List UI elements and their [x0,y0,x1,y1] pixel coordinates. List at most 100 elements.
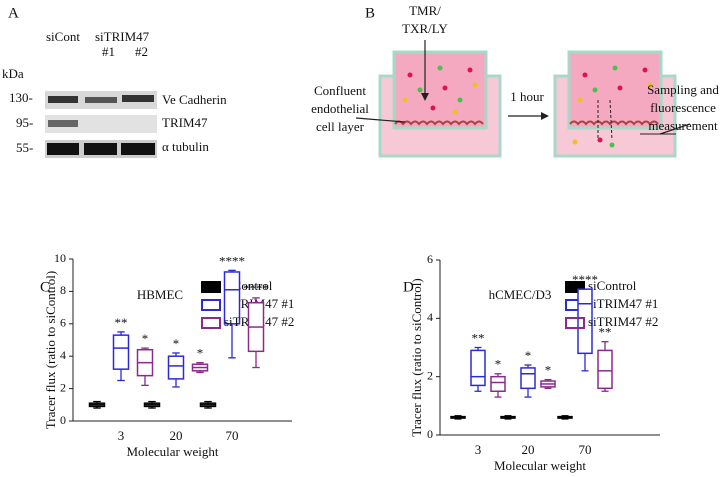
box [597,349,613,390]
x-tick-label: 20 [170,428,183,443]
layer-label: cell layer [316,119,365,134]
legend-label: siTRIM47 #2 [588,314,658,329]
significance: **** [572,272,598,287]
panel-letter: D [403,279,414,295]
lane-label: #2 [135,44,148,59]
lane-label: #1 [102,44,115,59]
panel-letter: C [40,279,50,295]
measure-label: Sampling and [647,82,719,97]
band-label: Ve Cadherin [162,92,227,107]
chart-title: HBMEC [137,287,183,302]
charts: C HBMEC Tracer flux (ratio to siControl) Mo… [40,251,660,473]
blot-strip [45,115,157,133]
layer-label: endothelial [311,101,369,116]
blot-band [47,143,79,155]
x-tick-label: 70 [226,428,239,443]
y-axis-label: Tracer flux (ratio to siControl) [409,278,424,436]
y-tick-label: 0 [427,427,433,441]
y-tick-label: 2 [60,380,66,394]
dots [417,65,463,103]
significance: **** [243,281,269,296]
legend-swatch [565,317,585,329]
tracer-label: TXR/LY [402,21,448,36]
legend-swatch [201,281,221,293]
arrowhead [541,112,549,120]
box [223,271,241,325]
arrow [609,99,613,141]
box [470,349,486,387]
band-label: α tubulin [162,139,209,154]
arrow [355,117,406,123]
significance: ** [472,330,485,345]
legend-swatch [201,299,221,311]
x-tick-label: 20 [522,442,535,457]
cell-layer [569,120,659,126]
arrowhead [421,93,429,101]
panel-letter: B [365,5,375,21]
kda-label: kDa [2,66,24,81]
significance: * [495,357,502,372]
layer-label: Confluent [314,83,366,98]
y-tick-label: 8 [60,283,66,297]
panel-a: A kDa siCont siTRIM47 #1 #2 130- 95- 55-… [2,5,227,158]
legend-label: siTRIM47 #1 [588,296,658,311]
y-tick-label: 6 [60,316,66,330]
legend-label: siControl [588,278,637,293]
dots [582,67,648,143]
marker-label: 95- [16,115,33,130]
band-label: TRIM47 [162,115,208,130]
x-tick-label: 70 [579,442,592,457]
insert [392,50,488,130]
y-tick-label: 4 [60,348,66,362]
panel-b: B TMR/ TXR/LY Confluent endothelial cell… [311,3,719,158]
lane-label: siTRIM47 [95,29,150,44]
measure-label: measurement [648,118,718,133]
marker-label: 130- [9,90,33,105]
blot-band [85,97,117,103]
significance: * [197,346,204,361]
y-tick-label: 4 [427,310,433,324]
dots [572,82,653,145]
y-tick-label: 6 [427,252,433,266]
dots [592,65,618,148]
blot-band [122,95,154,102]
significance: * [173,336,180,351]
significance: **** [219,253,245,268]
x-axis-label: Molecular weight [126,444,218,459]
cell-layer [394,120,484,126]
x-tick-label: 3 [475,442,482,457]
x-axis-label: Molecular weight [494,458,586,473]
dots [407,67,473,111]
lane-label: siCont [46,29,80,44]
legend-swatch [201,317,221,329]
box [112,334,130,370]
chart-title: hCMEC/D3 [489,287,552,302]
significance: * [525,348,532,363]
significance: ** [599,325,612,340]
y-tick-label: 2 [427,368,433,382]
significance: * [142,331,149,346]
box [167,355,185,380]
panel-letter: A [8,5,19,21]
dots [402,82,478,115]
box [490,375,506,392]
blot-band [48,96,78,103]
blot-band [121,143,155,155]
significance: * [545,363,552,378]
blot-band [84,143,117,155]
y-axis-label: Tracer flux (ratio to siControl) [43,271,58,429]
legend-swatch [565,281,585,293]
time-label: 1 hour [510,89,544,104]
y-tick-label: 10 [54,251,66,265]
tracer-label: TMR/ [409,3,441,18]
insert [567,50,663,130]
y-tick-label: 0 [60,413,66,427]
arrow [659,123,691,135]
marker-label: 55- [16,140,33,155]
measure-label: fluorescence [650,100,716,115]
box [520,367,536,390]
x-tick-label: 3 [118,428,125,443]
blot-band [48,120,78,127]
significance: ** [115,315,128,330]
